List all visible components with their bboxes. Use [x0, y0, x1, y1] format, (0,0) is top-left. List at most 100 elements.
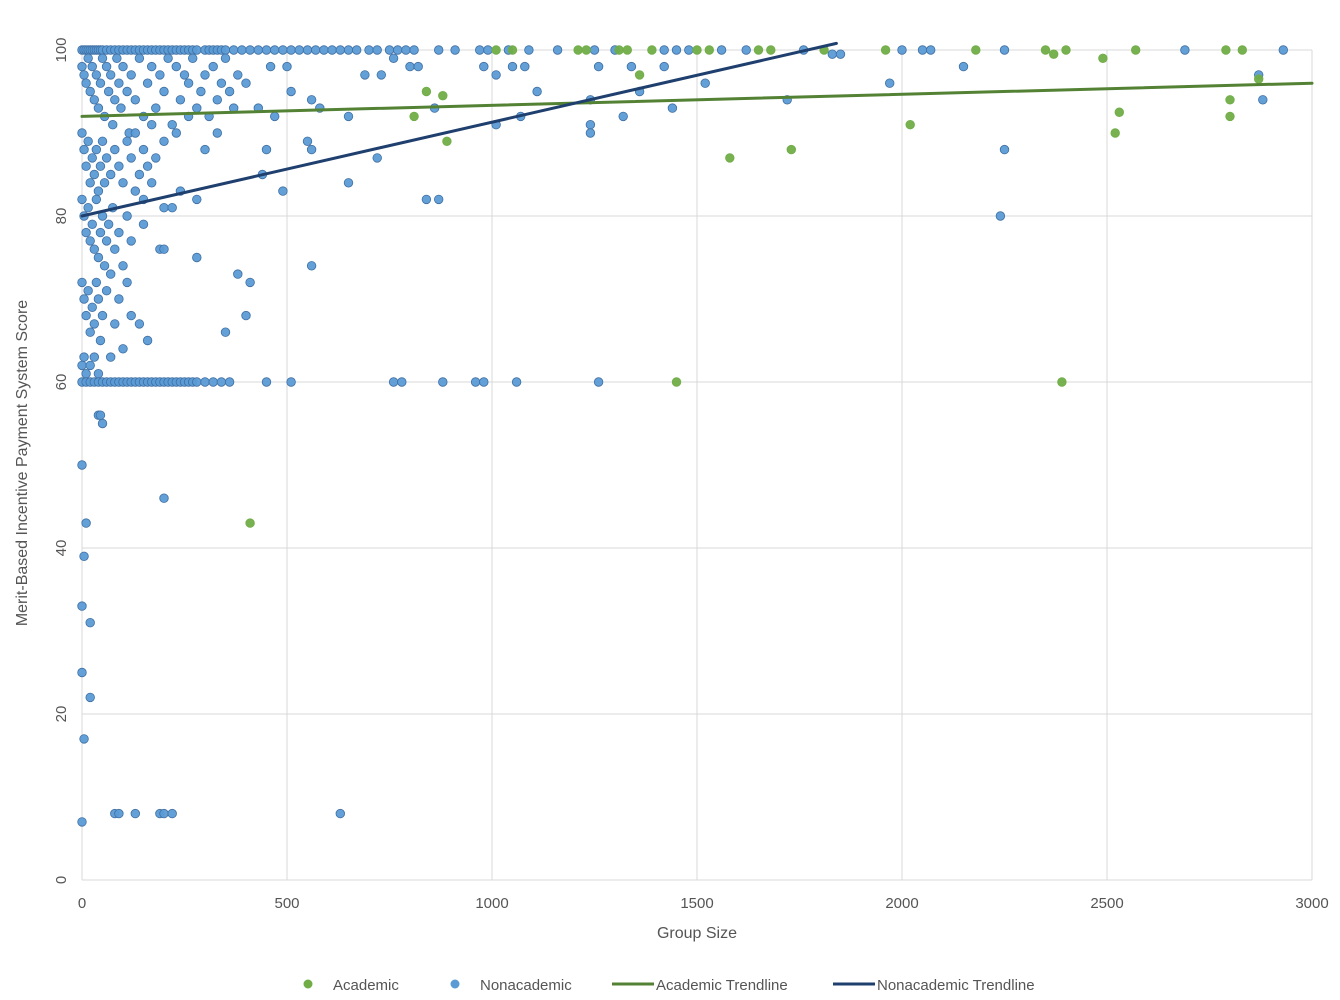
- nonacademic-point: [306, 95, 317, 105]
- academic-point: [1221, 45, 1231, 55]
- academic-point: [1114, 107, 1125, 117]
- academic-point: [786, 144, 797, 155]
- nonacademic-point: [142, 78, 153, 88]
- nonacademic-point: [81, 161, 91, 171]
- nonacademic-point: [270, 111, 280, 122]
- nonacademic-point: [101, 286, 112, 296]
- nonacademic-point: [835, 49, 846, 59]
- nonacademic-point: [95, 78, 106, 88]
- nonacademic-point: [79, 734, 89, 744]
- nonacademic-point: [95, 161, 106, 171]
- nonacademic-point: [552, 45, 563, 55]
- nonacademic-point: [302, 136, 313, 147]
- nonacademic-point: [81, 518, 91, 528]
- nonacademic-point: [85, 86, 95, 97]
- nonacademic-point: [77, 460, 87, 470]
- nonacademic-point: [122, 136, 132, 147]
- nonacademic-point: [1180, 45, 1190, 55]
- x-tick-label: 500: [274, 895, 299, 912]
- academic-point: [1048, 49, 1059, 59]
- nonacademic-point: [89, 244, 100, 254]
- nonacademic-point: [91, 194, 102, 205]
- nonacademic-point: [187, 53, 198, 64]
- nonacademic-point: [89, 169, 100, 180]
- nonacademic-point: [155, 70, 165, 80]
- nonacademic-point: [130, 95, 141, 105]
- nonacademic-point: [434, 45, 444, 55]
- nonacademic-point: [114, 808, 124, 819]
- nonacademic-point: [475, 45, 485, 55]
- nonacademic-point: [352, 45, 362, 55]
- nonacademic-point: [81, 310, 91, 321]
- academic-point: [1253, 74, 1264, 84]
- nonacademic-point: [434, 194, 444, 205]
- nonacademic-point: [224, 377, 235, 387]
- nonacademic-point: [1278, 45, 1289, 55]
- academic-point: [507, 45, 518, 55]
- nonacademic-point: [507, 61, 518, 72]
- nonacademic-point: [438, 377, 448, 387]
- nonacademic-point: [175, 95, 186, 105]
- nonacademic-point: [1258, 95, 1268, 105]
- nonacademic-point: [126, 70, 136, 80]
- nonacademic-point: [335, 45, 346, 55]
- nonacademic-point: [208, 61, 218, 72]
- nonacademic-point: [626, 61, 637, 72]
- academic-point: [245, 518, 255, 528]
- nonacademic-point: [192, 45, 202, 55]
- academic-point: [1237, 45, 1248, 55]
- academic-point: [1061, 45, 1071, 55]
- nonacademic-point: [122, 86, 132, 97]
- nonacademic-point: [589, 45, 600, 55]
- nonacademic-point: [134, 319, 145, 329]
- nonacademic-point: [105, 269, 116, 279]
- nonacademic-point: [77, 194, 87, 205]
- nonacademic-point: [77, 817, 87, 827]
- nonacademic-point: [85, 692, 95, 703]
- nonacademic-point: [897, 45, 907, 55]
- nonacademic-point: [200, 377, 210, 387]
- nonacademic-point: [520, 61, 530, 72]
- nonacademic-point: [192, 194, 202, 205]
- nonacademic-point: [585, 119, 596, 130]
- nonacademic-point: [159, 493, 169, 503]
- nonacademic-point: [77, 61, 87, 72]
- y-tick-label: 0: [53, 876, 70, 884]
- legend-label: Nonacademic Trendline: [877, 977, 1035, 994]
- nonacademic-point: [110, 95, 120, 105]
- nonacademic-point: [659, 61, 669, 72]
- nonacademic-point: [450, 45, 460, 55]
- nonacademic-point: [81, 369, 91, 379]
- nonacademic-point: [995, 211, 1006, 221]
- nonacademic-point: [228, 45, 239, 55]
- nonacademic-point: [151, 103, 161, 113]
- nonacademic-point: [87, 61, 97, 72]
- nonacademic-point: [343, 178, 354, 188]
- academic-point: [725, 153, 735, 163]
- nonacademic-point: [85, 236, 95, 246]
- nonacademic-point: [126, 310, 136, 321]
- nonacademic-point: [167, 119, 177, 130]
- nonacademic-point: [364, 45, 374, 55]
- nonacademic-point: [122, 211, 132, 221]
- nonacademic-point: [151, 153, 161, 163]
- nonacademic-point: [114, 227, 124, 238]
- nonacademic-point: [270, 45, 280, 55]
- nonacademic-point: [89, 319, 100, 329]
- y-tick-label: 100: [53, 37, 70, 62]
- nonacademic-point: [716, 45, 727, 55]
- nonacademic-point: [265, 61, 276, 72]
- nonacademic-point: [684, 45, 694, 55]
- nonacademic-point: [126, 236, 136, 246]
- academic-point: [1225, 95, 1235, 105]
- nonacademic-point: [491, 70, 501, 80]
- x-tick-label: 3000: [1295, 895, 1328, 912]
- nonacademic-point: [413, 61, 423, 72]
- x-tick-label: 2500: [1090, 895, 1123, 912]
- nonacademic-point: [118, 344, 128, 354]
- nonacademic-point: [93, 294, 104, 304]
- nonacademic-point: [245, 45, 255, 55]
- nonacademic-point: [311, 45, 321, 55]
- nonacademic-point: [233, 70, 243, 80]
- nonacademic-point: [282, 61, 292, 72]
